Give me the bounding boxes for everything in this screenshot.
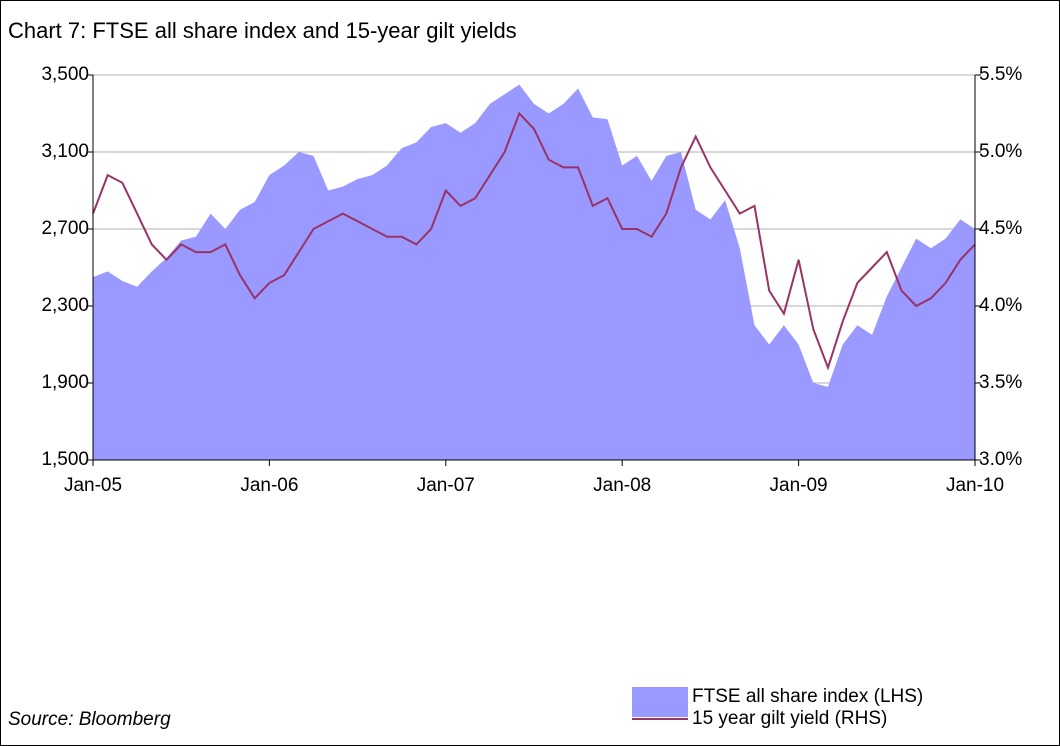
legend-swatch — [632, 687, 688, 717]
x-tick-label: Jan-07 — [417, 475, 475, 496]
x-tick-label: Jan-10 — [946, 475, 1004, 496]
y2-tick-label: 3.5% — [979, 372, 1022, 393]
y2-tick-label: 5.0% — [979, 141, 1022, 162]
line-series — [92, 111, 976, 371]
area-series — [93, 84, 975, 460]
y-tick-label: 1,500 — [41, 449, 89, 470]
legend-label: 15 year gilt yield (RHS) — [692, 708, 887, 729]
y-tick-label: 2,300 — [41, 295, 89, 316]
legend-label: FTSE all share index (LHS) — [692, 686, 923, 707]
x-tick-label: Jan-09 — [770, 475, 828, 496]
y2-tick-label: 4.5% — [979, 218, 1022, 239]
y-tick-label: 2,700 — [41, 218, 89, 239]
y-tick-label: 3,500 — [41, 64, 89, 85]
x-tick-label: Jan-08 — [593, 475, 651, 496]
source-note: Source: Bloomberg — [8, 709, 171, 730]
chart-title: Chart 7: FTSE all share index and 15-yea… — [8, 18, 517, 43]
x-tick-label: Jan-06 — [240, 475, 298, 496]
y-tick-label: 3,100 — [41, 141, 89, 162]
y2-tick-label: 5.5% — [979, 64, 1022, 85]
y-tick-label: 1,900 — [41, 372, 89, 393]
y2-tick-label: 3.0% — [979, 449, 1022, 470]
x-tick-label: Jan-05 — [64, 475, 122, 496]
y2-tick-label: 4.0% — [979, 295, 1022, 316]
